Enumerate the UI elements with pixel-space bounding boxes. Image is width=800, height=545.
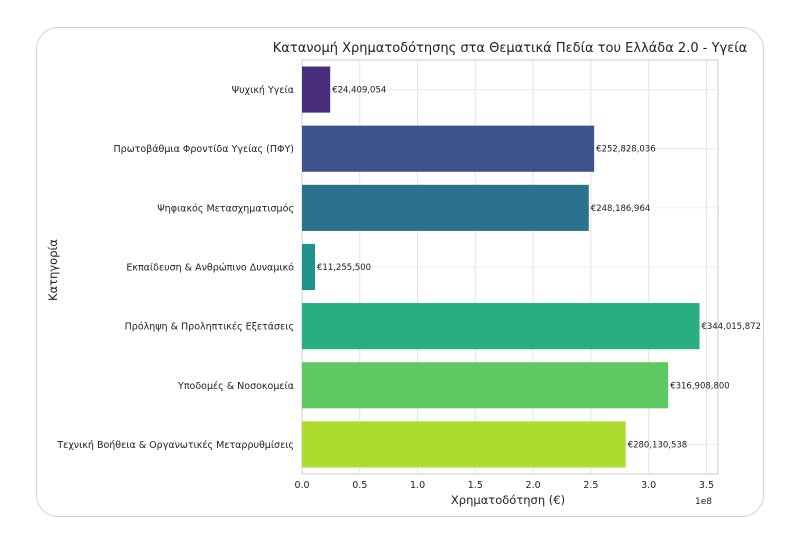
category-label: Ψηφιακός Μετασχηματισμός: [157, 203, 294, 214]
x-tick-label: 0.5: [352, 480, 367, 491]
bar: [302, 125, 595, 172]
category-label: Υποδομές & Νοσοκομεία: [177, 381, 294, 392]
category-label: Ψυχική Υγεία: [232, 85, 294, 96]
category-label: Πρόληψη & Προληπτικές Εξετάσεις: [125, 322, 294, 333]
bar: [302, 66, 331, 113]
x-tick-label: 2.0: [526, 480, 541, 491]
bar: [302, 184, 589, 231]
value-label: €11,255,500: [317, 263, 371, 273]
x-axis-label: Χρηματοδότηση (€): [451, 493, 565, 507]
value-label: €280,130,538: [628, 440, 687, 450]
bar: [302, 362, 669, 409]
value-labels: €24,409,054 €252,828,036 €248,186,964 €11,2…: [317, 86, 761, 451]
x-tick-label: 0.0: [294, 480, 309, 491]
x-tick-label: 3.0: [641, 480, 656, 491]
category-label: Πρωτοβάθμια Φροντίδα Υγείας (ΠΦΥ): [114, 144, 294, 155]
bar: [302, 421, 626, 468]
category-labels: Ψυχική Υγεία Πρωτοβάθμια Φροντίδα Υγείας …: [56, 85, 294, 451]
value-label: €248,186,964: [591, 204, 650, 214]
bar: [302, 243, 316, 291]
y-axis-label: Κατηγορία: [46, 239, 60, 301]
bar: [302, 303, 700, 350]
x-tick-label: 3.5: [699, 480, 714, 491]
value-label: €24,409,054: [332, 86, 386, 96]
value-label: €252,828,036: [596, 145, 655, 155]
x-tick-label: 1.0: [410, 480, 425, 491]
bars: [302, 66, 700, 468]
value-label: €344,015,872: [702, 322, 761, 332]
x-tick-label: 2.5: [583, 480, 598, 491]
x-multiplier-label: 1e8: [695, 497, 712, 507]
x-tick-labels: 0.0 0.5 1.0 1.5 2.0 2.5 3.0 3.5: [294, 480, 714, 491]
value-label: €316,908,800: [670, 381, 729, 391]
category-label: Εκπαίδευση & Ανθρώπινο Δυναμικό: [126, 263, 294, 274]
x-tick-label: 1.5: [468, 480, 483, 491]
category-label: Τεχνική Βοήθεια & Οργανωτικές Μεταρρυθμί…: [56, 440, 294, 451]
chart-title: Κατανομή Χρηματοδότησης στα Θεματικά Πεδ…: [273, 41, 747, 56]
